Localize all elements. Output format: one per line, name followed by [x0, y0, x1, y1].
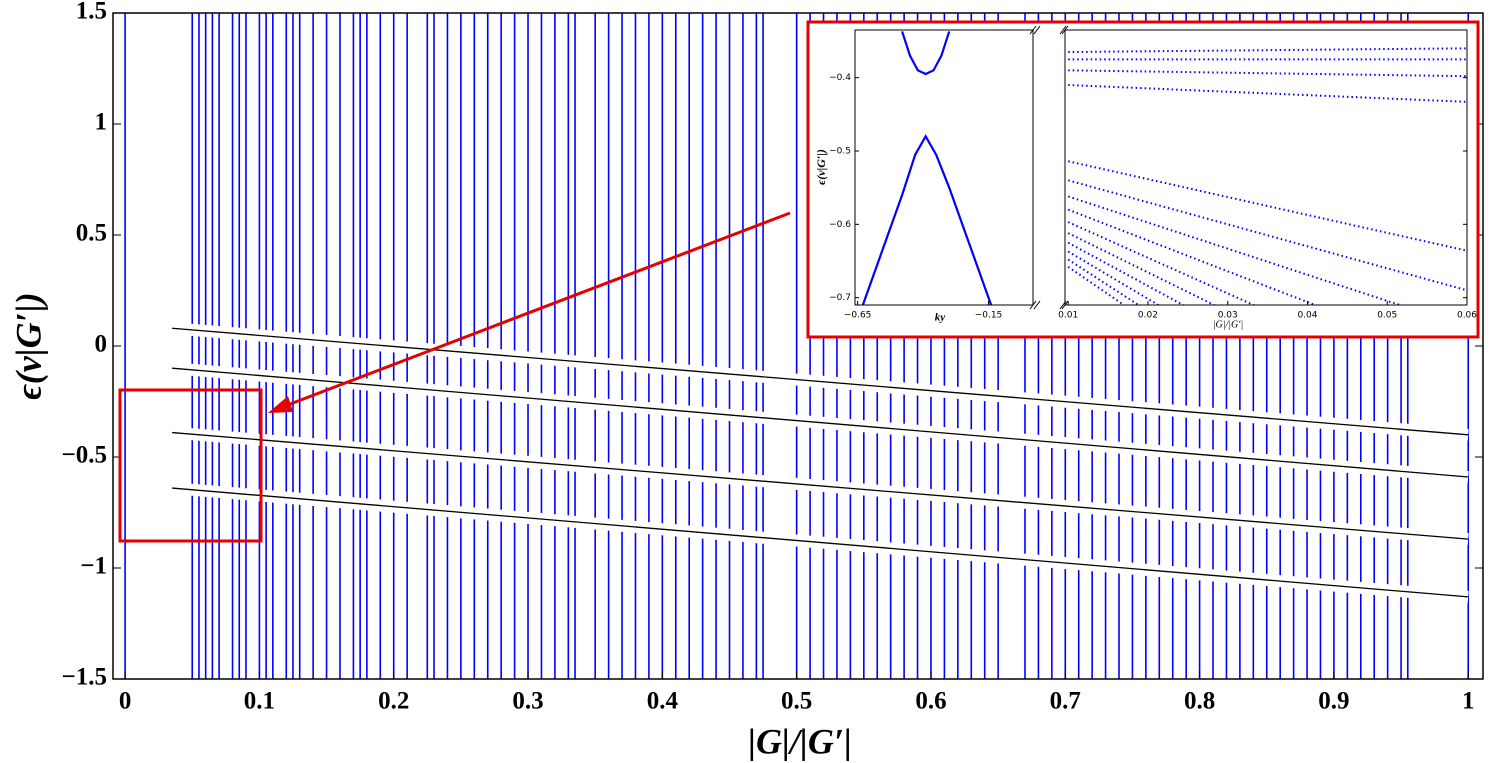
y-tick-label: 0.5 [76, 220, 107, 247]
y-tick-label: −1.5 [62, 664, 108, 691]
axis-break [1029, 25, 1069, 310]
y-axis-label: ϵ(v|G′|) [8, 292, 48, 399]
x-tick-label: 0 [119, 688, 132, 715]
landau-level [1068, 47, 1467, 53]
gap-line [172, 487, 1469, 598]
x-tick-label: −0.65 [844, 311, 872, 321]
x2-tick-label: 0.02 [1138, 311, 1158, 321]
x-tick-label: −0.15 [975, 311, 1003, 321]
y-tick-label: −0.5 [62, 442, 108, 469]
main-plot: 0 0.1 0.2 0.3 0.4 0.5 0.6 0.7 0.8 0.9 1 −1.5 −1 −0.5 0… [62, 0, 1483, 715]
x2-tick-label: 0.06 [1457, 311, 1477, 321]
gap-line [172, 327, 1469, 436]
y-tick-label: −0.5 [829, 147, 851, 157]
y-tick-label: −0.7 [829, 293, 851, 303]
x-tick-label: 0.7 [1050, 688, 1081, 715]
inset-left-frame [854, 29, 1034, 306]
zoom-box [118, 388, 263, 543]
x2-tick-label: 0.03 [1218, 311, 1238, 321]
landau-level [1068, 69, 1467, 78]
gap-line [172, 367, 1469, 478]
x-tick-label: 0.2 [378, 688, 409, 715]
band [861, 134, 993, 305]
landau-level [1067, 250, 1161, 305]
y-tick-label: −0.4 [829, 73, 851, 83]
x-tick-label: 0.3 [512, 688, 543, 715]
y-tick-label: 0 [95, 331, 108, 358]
y-tick-label: 1 [95, 109, 108, 136]
x-tick-label: 0.9 [1318, 688, 1349, 715]
arrow-head [268, 396, 293, 413]
y-tick-label: −0.6 [829, 220, 851, 230]
x-tick-label: 0.6 [915, 688, 946, 715]
x2-tick-label: 0.01 [1058, 311, 1078, 321]
x-tick-label: 0.4 [647, 688, 679, 715]
x-tick-label: 1 [1462, 688, 1475, 715]
x2-tick-label: 0.05 [1377, 311, 1397, 321]
inset-y-label: ϵ(v|G′|) [814, 149, 828, 185]
x-tick-label: 0.5 [781, 688, 812, 715]
y-tick-label: 1.5 [76, 0, 107, 25]
inset-frame [806, 20, 1480, 339]
x-tick-label: 0.1 [244, 688, 275, 715]
zoom-arrow [284, 211, 791, 408]
main-frame [112, 12, 1484, 680]
inset-x2-label: |G|/|G′| [1213, 319, 1243, 330]
landau-level [1067, 160, 1467, 252]
inset-x-label: ky [935, 312, 946, 324]
x-axis-label: |G|/|G′| [748, 721, 852, 761]
y-tick-label: −1 [80, 553, 107, 580]
x2-tick-label: 0.04 [1297, 311, 1317, 321]
landau-level [1067, 179, 1467, 292]
gap-line [172, 431, 1469, 540]
inset-right-frame [1064, 29, 1468, 306]
x-tick-label: 0.8 [1184, 688, 1215, 715]
band [901, 31, 951, 76]
inset-plot: −0.65 −0.15 0.01 0.02 0.03 0.04 0.05 0.06 −0.7 −0… [814, 31, 1477, 330]
landau-level [1067, 221, 1257, 305]
